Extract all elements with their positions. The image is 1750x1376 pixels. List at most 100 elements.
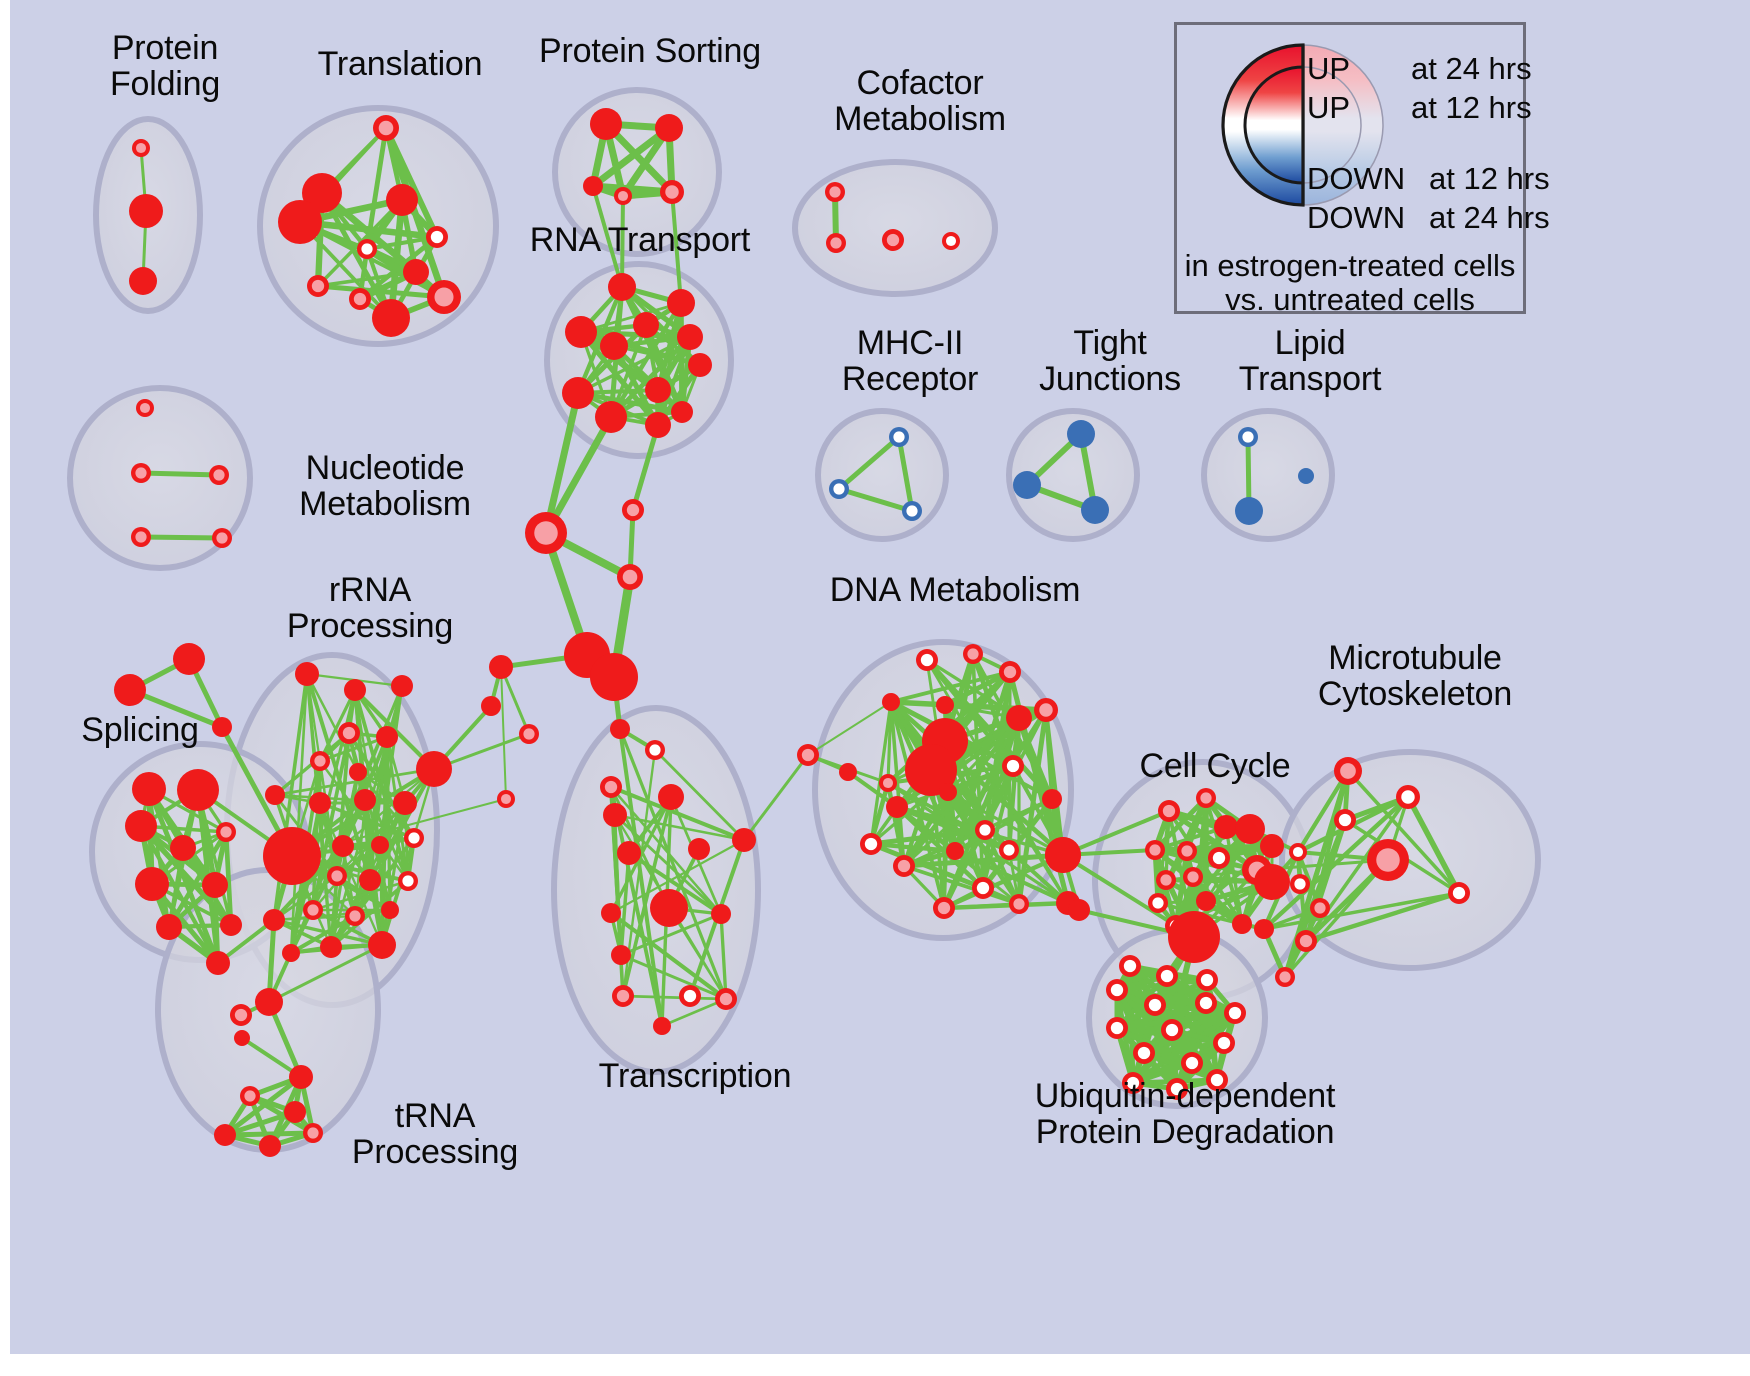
network-node[interactable] [565, 316, 597, 348]
network-node[interactable] [1298, 468, 1314, 484]
network-node[interactable] [679, 985, 701, 1007]
network-node[interactable] [671, 401, 693, 423]
network-node[interactable] [136, 399, 154, 417]
network-node[interactable] [373, 115, 399, 141]
network-node[interactable] [610, 719, 630, 739]
network-node[interactable] [240, 1086, 260, 1106]
network-node[interactable] [284, 1101, 306, 1123]
network-node[interactable] [349, 763, 367, 781]
network-node[interactable] [860, 833, 882, 855]
network-node[interactable] [310, 751, 330, 771]
network-node[interactable] [1006, 705, 1032, 731]
network-node[interactable] [398, 871, 418, 891]
network-node[interactable] [386, 184, 418, 216]
network-node[interactable] [600, 776, 622, 798]
network-node[interactable] [617, 841, 641, 865]
network-node[interactable] [650, 889, 688, 927]
network-node[interactable] [1068, 899, 1090, 921]
network-node[interactable] [404, 828, 424, 848]
network-node[interactable] [263, 909, 285, 931]
network-node[interactable] [688, 838, 710, 860]
network-node[interactable] [1009, 894, 1029, 914]
network-node[interactable] [653, 1017, 671, 1035]
network-node[interactable] [278, 200, 322, 244]
network-node[interactable] [826, 233, 846, 253]
network-node[interactable] [1275, 967, 1295, 987]
network-node[interactable] [230, 1004, 252, 1026]
network-node[interactable] [1367, 839, 1409, 881]
network-node[interactable] [1177, 841, 1197, 861]
network-node[interactable] [489, 655, 513, 679]
network-node[interactable] [131, 463, 151, 483]
network-node[interactable] [481, 696, 501, 716]
network-node[interactable] [1081, 496, 1109, 524]
network-node[interactable] [655, 114, 683, 142]
network-node[interactable] [307, 275, 329, 297]
network-node[interactable] [1396, 785, 1420, 809]
network-node[interactable] [839, 763, 857, 781]
network-node[interactable] [1181, 1052, 1203, 1074]
network-node[interactable] [916, 649, 938, 671]
network-node[interactable] [376, 726, 398, 748]
network-node[interactable] [1042, 789, 1062, 809]
network-node[interactable] [1168, 911, 1220, 963]
network-node[interactable] [612, 985, 634, 1007]
network-node[interactable] [303, 1123, 323, 1143]
network-node[interactable] [1013, 471, 1041, 499]
network-node[interactable] [1106, 1017, 1128, 1039]
network-node[interactable] [338, 722, 360, 744]
network-node[interactable] [372, 299, 410, 337]
network-node[interactable] [359, 869, 381, 891]
network-node[interactable] [590, 108, 622, 140]
network-node[interactable] [936, 696, 954, 714]
network-node[interactable] [1166, 1078, 1188, 1100]
network-node[interactable] [1196, 969, 1218, 991]
network-node[interactable] [1119, 955, 1141, 977]
network-node[interactable] [825, 182, 845, 202]
network-node[interactable] [295, 662, 319, 686]
network-node[interactable] [1156, 965, 1178, 987]
network-node[interactable] [129, 267, 157, 295]
network-node[interactable] [234, 1030, 250, 1046]
network-node[interactable] [946, 842, 964, 860]
network-node[interactable] [263, 827, 321, 885]
network-node[interactable] [1232, 914, 1252, 934]
network-node[interactable] [1067, 420, 1095, 448]
network-node[interactable] [902, 501, 922, 521]
network-node[interactable] [1289, 843, 1307, 861]
network-node[interactable] [829, 479, 849, 499]
network-node[interactable] [282, 944, 300, 962]
network-node[interactable] [129, 194, 163, 228]
network-node[interactable] [1148, 893, 1168, 913]
network-node[interactable] [1260, 834, 1284, 858]
network-node[interactable] [601, 903, 621, 923]
network-node[interactable] [265, 785, 285, 805]
network-node[interactable] [1195, 992, 1217, 1014]
network-node[interactable] [611, 945, 631, 965]
network-node[interactable] [1106, 979, 1128, 1001]
network-node[interactable] [309, 792, 331, 814]
network-node[interactable] [882, 229, 904, 251]
network-node[interactable] [1448, 882, 1470, 904]
network-node[interactable] [1156, 870, 1176, 890]
network-node[interactable] [1235, 814, 1265, 844]
network-node[interactable] [595, 401, 627, 433]
network-node[interactable] [614, 187, 632, 205]
network-node[interactable] [1334, 809, 1356, 831]
network-node[interactable] [963, 644, 983, 664]
network-node[interactable] [583, 176, 603, 196]
network-node[interactable] [1224, 1002, 1246, 1024]
network-node[interactable] [135, 867, 169, 901]
network-node[interactable] [1254, 919, 1274, 939]
network-node[interactable] [1213, 1032, 1235, 1054]
network-node[interactable] [905, 744, 957, 796]
network-node[interactable] [214, 1124, 236, 1146]
network-node[interactable] [403, 259, 429, 285]
network-node[interactable] [354, 789, 376, 811]
network-node[interactable] [603, 803, 627, 827]
network-node[interactable] [206, 951, 230, 975]
network-node[interactable] [999, 661, 1021, 683]
network-node[interactable] [645, 412, 671, 438]
network-node[interactable] [216, 822, 236, 842]
network-node[interactable] [1238, 427, 1258, 447]
